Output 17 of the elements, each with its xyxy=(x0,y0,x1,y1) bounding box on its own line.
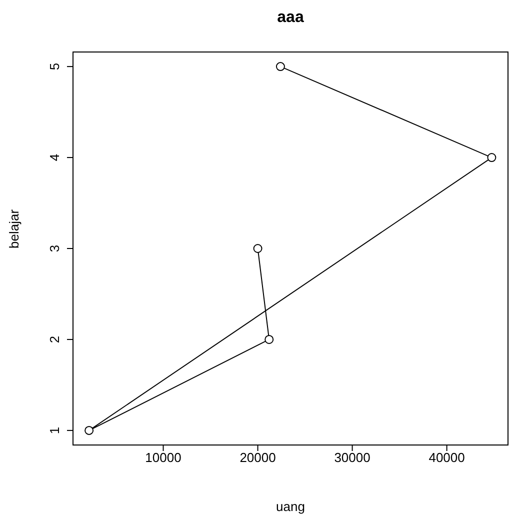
point xyxy=(487,153,496,162)
x-axis-title: uang xyxy=(276,499,305,514)
y-tick-label: 2 xyxy=(47,336,62,344)
y-tick-label: 3 xyxy=(47,244,62,252)
chart-title: aaa xyxy=(277,9,304,26)
x-tick-label: 20000 xyxy=(240,450,276,466)
y-axis-title: belajar xyxy=(6,208,22,248)
point xyxy=(276,62,285,72)
x-tick-label: 40000 xyxy=(428,450,465,466)
x-tick-label: 30000 xyxy=(334,450,370,466)
point xyxy=(264,334,274,344)
x-tick-label: 10000 xyxy=(145,450,182,466)
y-tick-label: 1 xyxy=(47,426,62,434)
y-tick-label: 4 xyxy=(47,154,62,162)
y-tick-label: 5 xyxy=(47,62,62,70)
point xyxy=(253,244,262,253)
point xyxy=(84,426,94,435)
